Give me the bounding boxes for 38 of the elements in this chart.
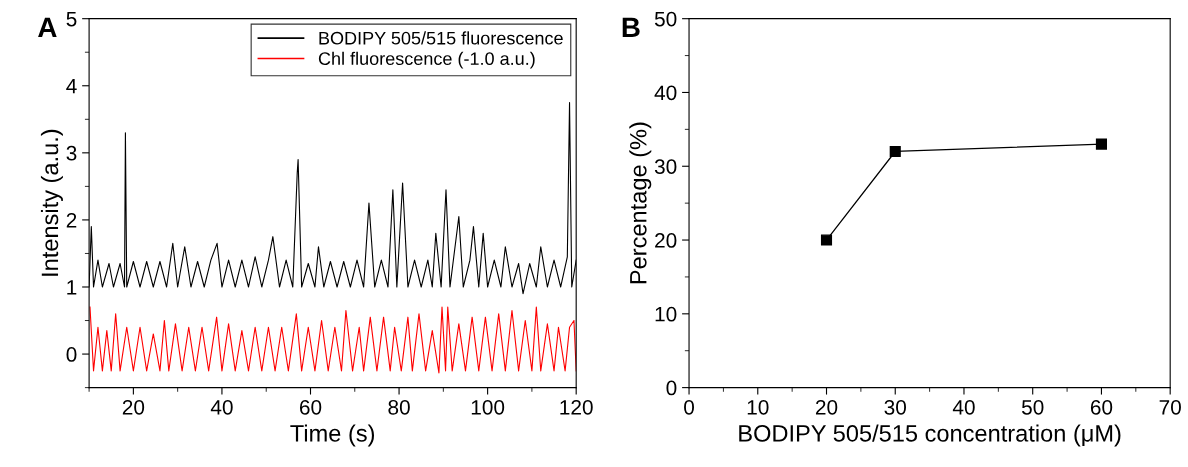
point [1095,138,1108,150]
y-tick-label: 1 [67,280,77,295]
y-tick-label: 2 [66,212,77,228]
x-tick-label: 60 [299,399,322,415]
legend-label: Chl fluorescence (-1.0 a.u.) [318,51,535,69]
y-tick-label: 40 [654,85,677,101]
y-tick-label: 5 [66,11,77,27]
x-tick-label: 120 [560,399,593,415]
y-tick-label: 0 [66,347,77,362]
x-tick-label: 0 [684,399,695,415]
y-tick-label: 10 [655,306,677,322]
chart-title: B [622,17,640,37]
x-tick-label: 40 [210,399,233,415]
x-axis-title: BODIPY 505/515 concentration (μM) [739,424,1121,447]
y-tick-label: 30 [654,159,677,175]
line-series [89,306,577,374]
y-tick-label: 3 [66,145,77,161]
x-tick-label: 50 [1021,399,1044,415]
chart-title: A [38,17,57,37]
x-tick-label: 20 [122,399,145,415]
x-tick-label: 70 [1159,399,1181,415]
point [820,234,833,246]
y-tick-label: 20 [655,233,677,248]
legend-label: BODIPY 505/515 fluorescence [319,31,563,45]
x-tick-label: 80 [388,399,410,415]
x-tick-label: 100 [471,399,505,415]
x-axis-title: Time (s) [290,424,375,447]
x-tick-label: 40 [952,399,975,415]
x-tick-label: 10 [747,399,769,415]
x-tick-label: 30 [884,399,907,415]
y-tick-label: 4 [66,78,77,94]
y-tick-label: 0 [666,380,677,396]
x-tick-label: 60 [1090,399,1113,415]
y-tick-label: 50 [654,11,677,27]
y-axis-title: Intensity (a.u.) [40,129,63,276]
y-axis-title: Percentage (%) [629,122,652,284]
x-tick-label: 20 [815,399,838,415]
point [889,145,901,158]
